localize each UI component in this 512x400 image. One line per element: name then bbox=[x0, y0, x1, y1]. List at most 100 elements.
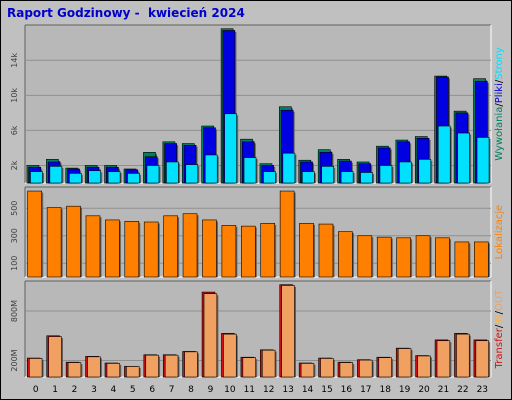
requests-pages-bar bbox=[399, 161, 412, 184]
sites-sites-bar bbox=[202, 219, 217, 278]
requests-pages-bar bbox=[204, 154, 218, 184]
sites-sites-bar bbox=[415, 235, 431, 278]
sites-sites-bar bbox=[221, 225, 237, 278]
requests-pages-bar bbox=[457, 132, 470, 184]
sites-sites-bar bbox=[143, 221, 159, 278]
requests-legend-entry: / bbox=[494, 103, 505, 107]
sites-sites-bar bbox=[338, 231, 353, 278]
x-tick-label: 12 bbox=[263, 385, 274, 395]
sites-panel: 100 300 500 Lokalizacje bbox=[10, 186, 505, 278]
transfer-kbytes_out-bar bbox=[28, 358, 43, 378]
sites-y-tick-label: 300 bbox=[10, 228, 19, 243]
requests-y-tick-label: 2k bbox=[10, 160, 19, 170]
sites-sites-bar bbox=[279, 190, 295, 278]
x-tick-label: 20 bbox=[418, 385, 430, 395]
sites-sites-bar bbox=[241, 225, 256, 278]
requests-pages-bar bbox=[107, 171, 121, 184]
x-tick-label: 18 bbox=[379, 385, 391, 395]
requests-y-tick-label: 14k bbox=[10, 53, 19, 68]
transfer-kbytes_out-bar bbox=[164, 354, 179, 378]
transfer-y-tick-label: 800M bbox=[10, 300, 19, 322]
sites-sites-bar bbox=[299, 223, 314, 278]
transfer-kbytes_out-bar bbox=[378, 357, 392, 378]
x-tick-label: 23 bbox=[477, 385, 488, 395]
requests-pages-bar bbox=[360, 172, 373, 184]
transfer-kbytes_out-bar bbox=[126, 366, 140, 378]
requests-legend-entry: Wywołania bbox=[494, 107, 505, 161]
requests-pages-bar bbox=[282, 152, 296, 184]
transfer-kbytes_out-bar bbox=[397, 348, 412, 378]
requests-pages-bar bbox=[301, 171, 315, 184]
x-tick-label: 17 bbox=[360, 385, 371, 395]
sites-sites-bar bbox=[376, 236, 392, 278]
sites-sites-bar bbox=[474, 241, 489, 278]
transfer-kbytes_out-bar bbox=[87, 356, 101, 378]
sites-sites-bar bbox=[27, 190, 42, 278]
x-tick-label: 0 bbox=[33, 385, 39, 395]
x-tick-label: 5 bbox=[130, 385, 136, 395]
x-tick-label: 11 bbox=[244, 385, 255, 395]
transfer-kbytes_out-bar bbox=[48, 336, 62, 378]
x-tick-label: 8 bbox=[188, 385, 194, 395]
x-tick-label: 9 bbox=[208, 385, 214, 395]
transfer-kbytes_out-bar bbox=[339, 362, 354, 378]
requests-legend: Wywołania/Pliki/Strony bbox=[494, 47, 505, 161]
sites-sites-bar bbox=[260, 223, 275, 278]
sites-plot-area bbox=[25, 187, 491, 277]
requests-pages-bar bbox=[30, 171, 43, 184]
x-tick-label: 16 bbox=[341, 385, 353, 395]
transfer-kbytes_out-bar bbox=[223, 333, 237, 378]
transfer-kbytes_out-bar bbox=[67, 362, 82, 378]
requests-pages-bar bbox=[166, 161, 179, 184]
sites-sites-bar bbox=[124, 221, 140, 278]
requests-y-tick-label: 6k bbox=[10, 125, 19, 135]
requests-pages-bar bbox=[418, 159, 432, 184]
sites-y-tick-label: 500 bbox=[10, 201, 19, 216]
requests-pages-bar bbox=[243, 157, 257, 184]
x-tick-label: 10 bbox=[224, 385, 236, 395]
requests-pages-bar bbox=[68, 173, 82, 184]
requests-pages-bar bbox=[379, 165, 393, 184]
sites-sites-bar bbox=[396, 237, 411, 278]
requests-pages-bar bbox=[146, 165, 160, 184]
page-title: Raport Godzinowy - kwiecień 2024 bbox=[7, 6, 245, 20]
requests-pages-bar bbox=[437, 125, 451, 184]
transfer-kbytes_out-bar bbox=[359, 359, 373, 378]
transfer-kbytes_out-bar bbox=[417, 355, 431, 378]
x-tick-label: 6 bbox=[149, 385, 155, 395]
x-tick-label: 1 bbox=[52, 385, 58, 395]
sites-sites-bar bbox=[46, 207, 62, 278]
sites-legend: Lokalizacje bbox=[494, 205, 505, 260]
sites-sites-bar bbox=[182, 213, 198, 278]
sites-sites-bar bbox=[163, 215, 178, 278]
transfer-kbytes_out-bar bbox=[300, 363, 315, 378]
transfer-kbytes_out-bar bbox=[281, 285, 295, 378]
requests-pages-bar bbox=[127, 173, 140, 184]
transfer-legend-entry: / bbox=[494, 310, 505, 314]
sites-sites-bar bbox=[66, 205, 81, 278]
sites-sites-bar bbox=[357, 235, 373, 278]
requests-panel: 2k 6k 10k 14k Wywołania/Pliki/Strony bbox=[10, 24, 505, 184]
transfer-legend-entry: Transfer bbox=[494, 327, 505, 369]
transfer-legend: Transfer/IN/OUT bbox=[494, 289, 505, 370]
requests-y-tick-label: 10k bbox=[10, 88, 19, 103]
requests-pages-bar bbox=[224, 113, 237, 184]
transfer-legend-entry: IN bbox=[494, 314, 505, 324]
sites-y-tick-label: 100 bbox=[10, 256, 19, 271]
transfer-kbytes_out-bar bbox=[184, 351, 198, 378]
transfer-kbytes_out-bar bbox=[242, 357, 256, 378]
transfer-legend-entry: / bbox=[494, 324, 505, 328]
requests-legend-entry: / bbox=[494, 79, 505, 83]
sites-legend-entry: Lokalizacje bbox=[494, 205, 505, 260]
requests-pages-bar bbox=[49, 166, 63, 184]
requests-legend-entry: Pliki bbox=[494, 83, 505, 103]
transfer-kbytes_out-bar bbox=[145, 354, 159, 378]
transfer-legend-entry: OUT bbox=[494, 289, 505, 311]
x-tick-label: 15 bbox=[321, 385, 332, 395]
sites-sites-bar bbox=[454, 241, 470, 278]
sites-sites-bar bbox=[435, 237, 450, 278]
sites-sites-bar bbox=[85, 215, 101, 278]
requests-pages-bar bbox=[321, 166, 335, 184]
